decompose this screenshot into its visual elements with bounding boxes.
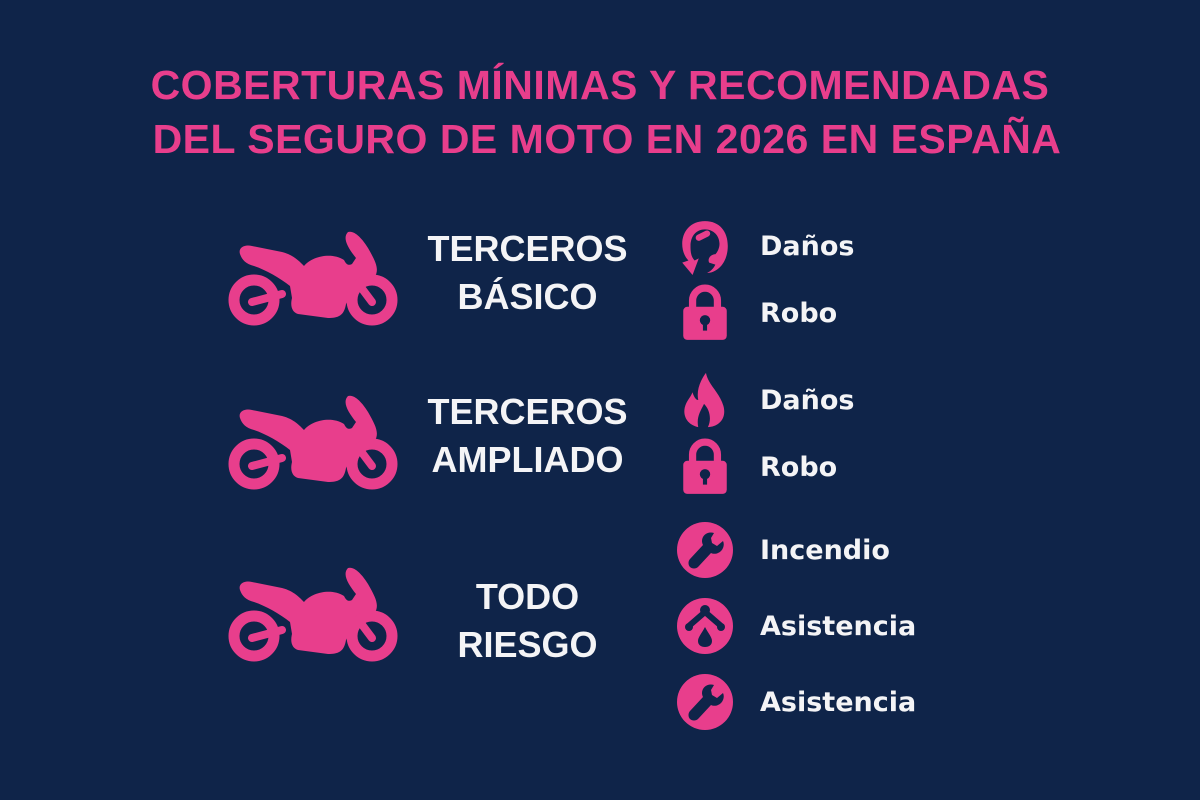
plan-name-terceros-ampliado: TERCEROS AMPLIADO xyxy=(405,388,650,484)
title-line-1: COBERTURAS MÍNIMAS Y RECOMENDADAS xyxy=(150,62,1050,108)
plan-name-line-2: AMPLIADO xyxy=(431,439,624,480)
page-title: COBERTURAS MÍNIMAS Y RECOMENDADAS DEL SE… xyxy=(0,58,1200,166)
coverage-item: Asistencia xyxy=(676,596,916,656)
coverage-label: Robo xyxy=(760,451,838,483)
title-line-2: DEL SEGURO DE MOTO EN 2026 EN ESPAÑA xyxy=(152,116,1062,162)
damage-arrow-icon xyxy=(676,217,734,275)
plan-name-line-2: BÁSICO xyxy=(457,276,598,317)
coverage-label: Robo xyxy=(760,297,838,329)
lock-icon xyxy=(676,438,734,496)
coverage-label: Daños xyxy=(760,230,855,262)
plan-name-line-2: RIESGO xyxy=(457,624,598,665)
wrench-icon xyxy=(676,673,734,731)
coverage-item: Robo xyxy=(676,283,837,343)
coverage-label: Incendio xyxy=(760,534,890,566)
coverage-item: Daños xyxy=(676,370,854,430)
coverage-label: Asistencia xyxy=(760,610,917,642)
flame-icon xyxy=(676,371,734,429)
coverage-item: Incendio xyxy=(676,520,890,580)
motorcycle-icon xyxy=(220,558,400,668)
coverage-item: Robo xyxy=(676,437,837,497)
motorcycle-icon xyxy=(220,222,400,332)
wrench-icon xyxy=(676,521,734,579)
lock-icon xyxy=(676,284,734,342)
motorcycle-icon xyxy=(220,386,400,496)
assistance-drop-icon xyxy=(676,597,734,655)
plan-name-line-1: TERCEROS xyxy=(427,391,628,432)
coverage-item: Daños xyxy=(676,216,854,276)
coverage-label: Asistencia xyxy=(760,686,917,718)
coverage-label: Daños xyxy=(760,384,855,416)
plan-name-todo-riesgo: TODO RIESGO xyxy=(405,573,650,669)
plan-name-line-1: TERCEROS xyxy=(427,228,628,269)
coverage-item: Asistencia xyxy=(676,672,916,732)
plan-name-line-1: TODO xyxy=(475,576,580,617)
plan-name-terceros-basico: TERCEROS BÁSICO xyxy=(405,225,650,321)
